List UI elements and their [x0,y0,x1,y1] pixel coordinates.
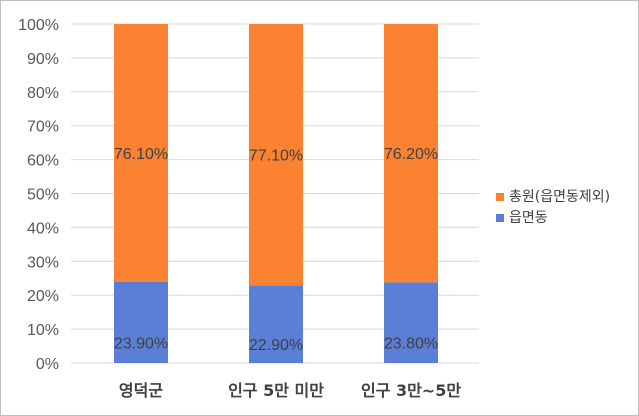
x-category-label: 영덕군 [119,381,163,400]
y-tick-label: 50% [27,187,59,204]
y-tick-label: 0% [36,356,59,373]
legend-label: 총원(읍면동제외) [509,189,610,205]
y-tick-label: 70% [27,119,59,136]
bar-segment [114,24,168,282]
data-label: 76.20% [384,146,438,163]
bars [114,24,438,363]
data-labels: 23.90% 76.10% 22.90% 77.10% 23.80% 76.20% [114,146,438,354]
y-tick-label: 40% [27,220,59,237]
legend-label: 읍면동 [509,210,548,226]
y-tick-label: 30% [27,254,59,271]
y-tick-label: 60% [27,153,59,170]
y-tick-label: 10% [27,322,59,339]
legend: 총원(읍면동제외) 읍면동 [496,189,610,226]
y-tick-label: 90% [27,51,59,68]
x-category-label: 인구 5만 미만 [228,381,324,400]
data-label: 23.80% [384,336,438,353]
y-tick-label: 20% [27,288,59,305]
bar-segment [249,285,303,363]
data-label: 77.10% [249,148,303,165]
legend-swatch [496,193,504,201]
data-label: 23.90% [114,335,168,352]
bar-segment [249,24,303,286]
x-category-label: 인구 3만~5만 [361,381,461,400]
y-tick-label: 100% [18,17,59,34]
bar-segment [384,24,438,283]
x-axis-categories: 영덕군 인구 5만 미만 인구 3만~5만 [119,381,461,400]
data-label: 22.90% [249,337,303,354]
legend-swatch [496,214,504,222]
y-tick-label: 80% [27,85,59,102]
y-axis-ticks: 0% 10% 20% 30% 40% 50% 60% 70% 80% 90% 100% [18,17,59,373]
data-label: 76.10% [114,146,168,163]
bar-segment [114,281,168,363]
bar-segment [384,282,438,363]
